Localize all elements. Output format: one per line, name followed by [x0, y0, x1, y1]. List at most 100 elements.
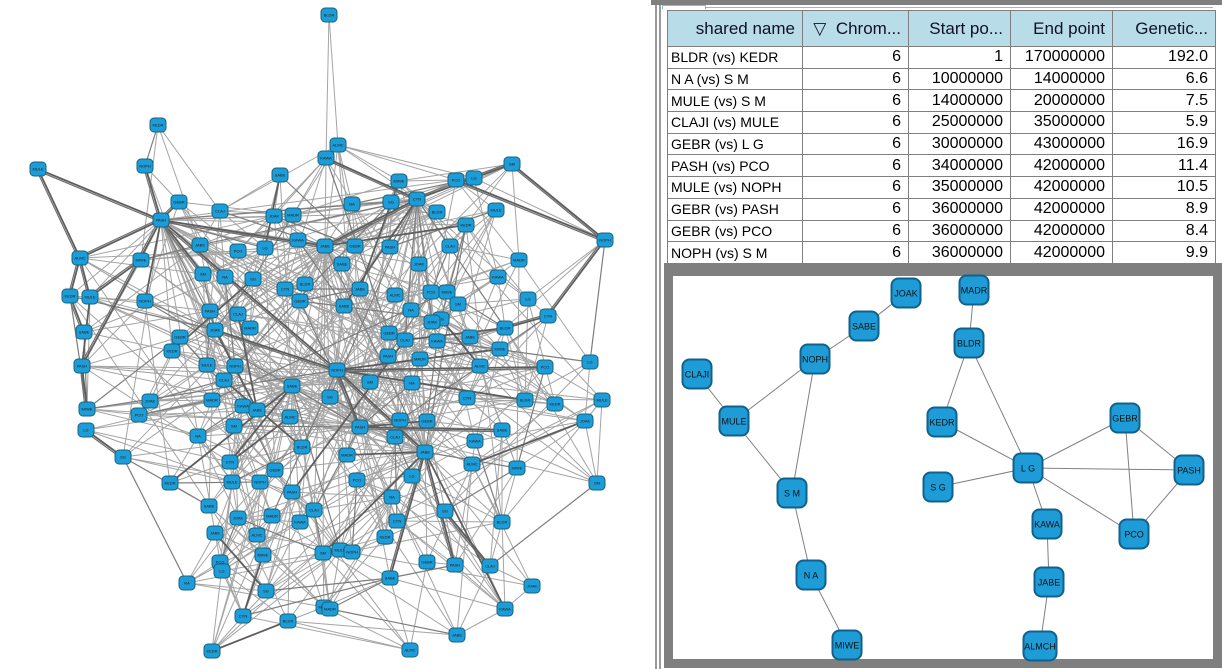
svg-text:JOAK: JOAK [580, 419, 591, 424]
svg-text:SG: SG [388, 200, 394, 205]
svg-text:SABE: SABE [385, 576, 396, 581]
svg-text:JABE: JABE [465, 335, 475, 340]
svg-text:NA: NA [184, 581, 190, 586]
svg-text:SABE: SABE [497, 428, 508, 433]
svg-text:GEBR: GEBR [269, 468, 280, 473]
svg-text:PASH: PASH [385, 245, 396, 250]
svg-text:KAWA: KAWA [492, 275, 504, 280]
svg-text:JOAK: JOAK [269, 214, 280, 219]
svg-text:JABE: JABE [1038, 578, 1061, 588]
svg-text:MIWE: MIWE [82, 407, 93, 412]
svg-text:L G: L G [1021, 464, 1035, 474]
svg-text:ALMCH: ALMCH [1024, 642, 1056, 652]
svg-text:MIWE: MIWE [394, 179, 405, 184]
svg-text:MULE: MULE [84, 295, 95, 300]
svg-text:ALMC: ALMC [389, 293, 400, 298]
svg-text:MULE: MULE [226, 480, 237, 485]
svg-text:KEDR: KEDR [549, 402, 560, 407]
svg-text:SABE: SABE [275, 173, 286, 178]
svg-text:MADR: MADR [961, 286, 988, 296]
svg-text:NA: NA [349, 202, 355, 207]
svg-text:N A: N A [804, 571, 819, 581]
svg-text:CLAJ: CLAJ [215, 209, 225, 214]
svg-text:MADR: MADR [414, 357, 426, 362]
svg-text:SM: SM [367, 380, 373, 385]
svg-text:GEBR: GEBR [421, 560, 432, 565]
svg-text:MULE: MULE [334, 548, 345, 553]
svg-text:PASH: PASH [77, 364, 88, 369]
svg-text:BLDR: BLDR [300, 282, 311, 287]
svg-text:MIWE: MIWE [835, 641, 860, 651]
svg-text:CYN: CYN [239, 614, 248, 619]
svg-text:JABE: JABE [452, 633, 462, 638]
svg-text:CLAJ: CLAJ [390, 435, 400, 440]
svg-text:MADR: MADR [244, 326, 256, 331]
svg-text:CLAJ: CLAJ [233, 312, 243, 317]
svg-text:ALMC: ALMC [74, 256, 85, 261]
svg-text:MULE: MULE [32, 167, 43, 172]
svg-text:MADR: MADR [324, 607, 336, 612]
svg-text:GEBR: GEBR [421, 419, 432, 424]
svg-text:GEBR: GEBR [174, 335, 185, 340]
svg-text:ALMC: ALMC [332, 143, 343, 148]
svg-text:JABE: JABE [320, 244, 330, 249]
svg-text:KAWA: KAWA [320, 156, 332, 161]
svg-text:JOAK: JOAK [427, 320, 438, 325]
svg-text:KAWA: KAWA [294, 520, 306, 525]
svg-text:ALMC: ALMC [284, 415, 295, 420]
svg-text:NOPH: NOPH [254, 480, 266, 485]
svg-text:SM: SM [455, 302, 461, 307]
svg-text:LG: LG [471, 176, 476, 181]
svg-text:CYN: CYN [544, 314, 553, 319]
svg-text:BLDR: BLDR [520, 398, 531, 403]
svg-text:NOPH: NOPH [599, 238, 611, 243]
svg-text:SABE: SABE [852, 322, 876, 332]
svg-text:MADR: MADR [206, 398, 218, 403]
svg-text:SM: SM [231, 424, 237, 429]
svg-text:CLAJ: CLAJ [485, 564, 495, 569]
svg-text:PASH: PASH [287, 490, 298, 495]
svg-text:SABE: SABE [287, 384, 298, 389]
svg-text:CLAJI: CLAJI [685, 370, 710, 380]
svg-text:NOPH: NOPH [346, 550, 358, 555]
svg-text:PCO: PCO [216, 560, 225, 565]
svg-text:JABE: JABE [252, 408, 262, 413]
svg-text:BLDR: BLDR [297, 445, 308, 450]
svg-text:SM: SM [594, 481, 600, 486]
svg-text:MULE: MULE [596, 398, 607, 403]
svg-text:SM: SM [320, 551, 326, 556]
svg-text:KAWA: KAWA [499, 607, 511, 612]
svg-text:KEDR: KEDR [152, 123, 163, 128]
svg-text:NA: NA [389, 495, 395, 500]
svg-text:JOAK: JOAK [527, 584, 538, 589]
svg-text:MIWE: MIWE [442, 290, 453, 295]
svg-text:CLAJ: CLAJ [445, 244, 455, 249]
svg-text:SG: SG [438, 317, 444, 322]
svg-text:KEDR: KEDR [164, 481, 175, 486]
svg-text:KAWA: KAWA [1034, 520, 1060, 530]
svg-text:ALMC: ALMC [474, 364, 485, 369]
svg-text:CLAJ: CLAJ [309, 508, 319, 513]
svg-text:BLDR: BLDR [324, 13, 335, 18]
svg-text:LG: LG [409, 474, 414, 479]
svg-text:KAWA: KAWA [431, 339, 443, 344]
svg-text:LG: LG [219, 569, 224, 574]
svg-text:MIWE: MIWE [258, 553, 269, 558]
svg-text:KEDR: KEDR [460, 223, 471, 228]
svg-text:S M: S M [784, 489, 800, 499]
svg-text:LG: LG [587, 360, 592, 365]
svg-text:PASH: PASH [1177, 466, 1201, 476]
svg-text:MULE: MULE [201, 363, 212, 368]
svg-text:SABE: SABE [337, 262, 348, 267]
svg-text:MIWE: MIWE [136, 258, 147, 263]
svg-text:KAWA: KAWA [469, 439, 481, 444]
svg-text:SG: SG [327, 395, 333, 400]
svg-text:JOAK: JOAK [233, 516, 244, 521]
svg-text:ALMC: ALMC [466, 462, 477, 467]
svg-text:SG: SG [442, 509, 448, 514]
svg-text:PASH: PASH [205, 309, 216, 314]
svg-text:PASH: PASH [355, 425, 366, 430]
svg-text:KEDR: KEDR [929, 418, 955, 428]
svg-text:JABE: JABE [355, 287, 365, 292]
svg-text:SABE: SABE [204, 504, 215, 509]
